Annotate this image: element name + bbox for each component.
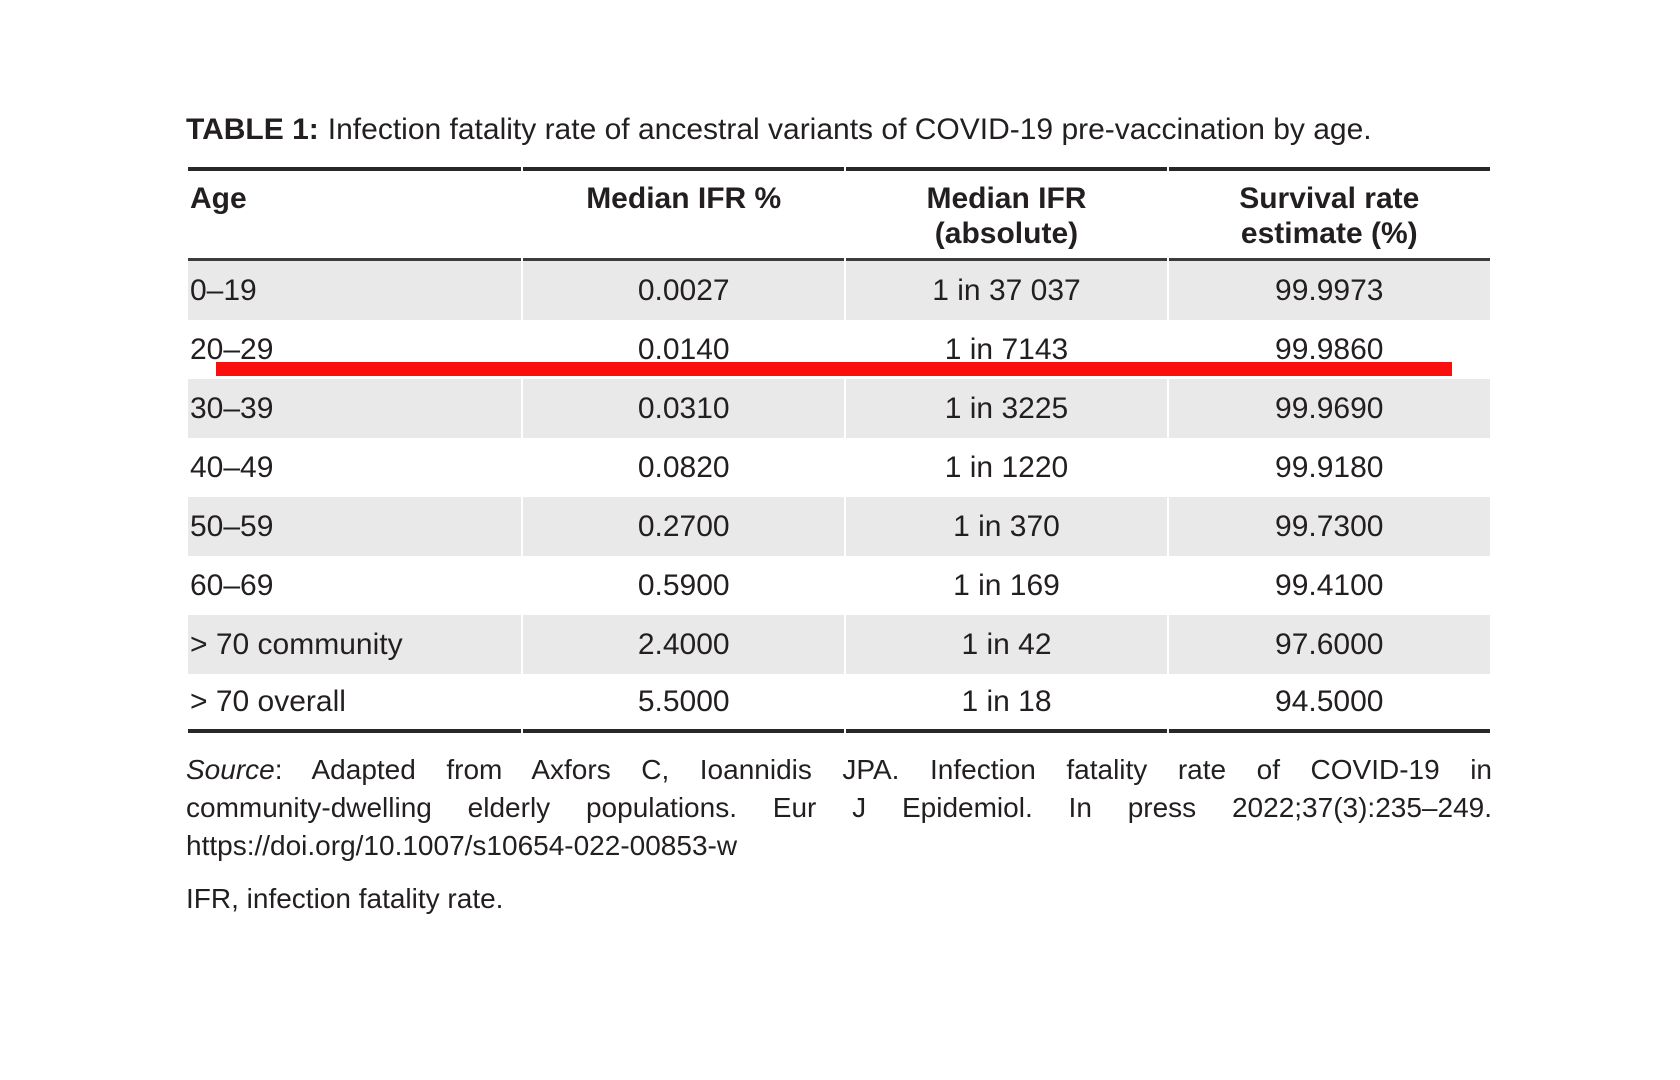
cell-age: 20–29 <box>190 332 274 366</box>
table-row-30-39: 30–39 0.0310 1 in 3225 99.9690 <box>188 379 1490 438</box>
cell-ifr-absolute: 1 in 18 <box>846 674 1167 733</box>
document-page: TABLE 1: Infection fatality rate of ances… <box>186 108 1492 917</box>
cell-ifr-absolute: 1 in 7143 <box>944 332 1069 366</box>
source-doi-url: https://doi.org/10.1007/s10654-022-00853… <box>186 830 738 861</box>
cell-survival: 99.7300 <box>1168 497 1490 556</box>
red-highlight-line <box>216 362 1452 376</box>
cell-age: 0–19 <box>188 261 521 320</box>
cell-survival: 99.9690 <box>1168 379 1490 438</box>
cell-age: 60–69 <box>190 568 274 602</box>
table-row-20-29: 20–29 0.0140 1 in 7143 99.9860 <box>188 320 1490 379</box>
cell-survival: 99.4100 <box>1275 568 1384 602</box>
cell-ifr-absolute: 1 in 42 <box>846 615 1167 674</box>
column-header-median-ifr-pct: Median IFR % <box>522 167 845 261</box>
cell-ifr-absolute: 1 in 1220 <box>944 450 1069 484</box>
ifr-table: Age Median IFR % Median IFR (absolute) S… <box>186 167 1492 733</box>
cell-survival: 94.5000 <box>1168 674 1490 733</box>
cell-ifr-pct: 0.0027 <box>522 261 845 320</box>
table-row-70-community: > 70 community 2.4000 1 in 42 97.6000 <box>188 615 1490 674</box>
cell-ifr-absolute: 1 in 370 <box>846 497 1167 556</box>
cell-age: > 70 overall <box>188 674 521 733</box>
cell-age: > 70 community <box>188 615 521 674</box>
table-row-70-overall: > 70 overall 5.5000 1 in 18 94.5000 <box>188 674 1490 733</box>
header-line: Age <box>190 182 247 215</box>
cell-survival: 99.9180 <box>1275 450 1384 484</box>
table-caption: TABLE 1: Infection fatality rate of ances… <box>186 108 1492 151</box>
column-header-survival-rate: Survival rate estimate (%) <box>1168 167 1490 261</box>
cell-ifr-absolute: 1 in 37 037 <box>846 261 1167 320</box>
source-note: Source: Adapted from Axfors C, Ioannidis… <box>186 751 1492 865</box>
source-text: : Adapted from Axfors C, Ioannidis JPA. … <box>274 754 1492 785</box>
cell-ifr-absolute: 1 in 169 <box>953 568 1060 602</box>
table-row-50-59: 50–59 0.2700 1 in 370 99.7300 <box>188 497 1490 556</box>
cell-ifr-pct: 5.5000 <box>522 674 845 733</box>
source-label: Source <box>186 754 275 785</box>
cell-survival: 97.6000 <box>1168 615 1490 674</box>
cell-survival: 99.9860 <box>1275 332 1384 366</box>
table-caption-text: Infection fatality rate of ancestral var… <box>327 113 1372 146</box>
cell-age: 50–59 <box>188 497 521 556</box>
column-header-age: Age <box>188 167 521 261</box>
source-line: community-dwelling elderly populations. … <box>186 792 1492 823</box>
cell-ifr-pct: 0.0140 <box>637 332 730 366</box>
cell-ifr-pct: 2.4000 <box>522 615 845 674</box>
header-line: estimate (%) <box>1240 217 1418 250</box>
header-line: Survival rate <box>1239 182 1420 215</box>
column-header-median-ifr-absolute: Median IFR (absolute) <box>846 167 1167 261</box>
cell-ifr-pct: 0.5900 <box>637 568 730 602</box>
header-row: Age Median IFR % Median IFR (absolute) S… <box>188 167 1490 261</box>
table-row-60-69: 60–69 0.5900 1 in 169 99.4100 <box>188 556 1490 615</box>
header-line: Median IFR % <box>586 182 782 215</box>
cell-ifr-absolute: 1 in 3225 <box>846 379 1167 438</box>
cell-age: 30–39 <box>188 379 521 438</box>
table-row-40-49: 40–49 0.0820 1 in 1220 99.9180 <box>188 438 1490 497</box>
header-line: (absolute) <box>934 217 1079 250</box>
source-line: Source: Adapted from Axfors C, Ioannidis… <box>186 751 1492 789</box>
cell-ifr-pct: 0.0820 <box>637 450 730 484</box>
cell-age: 40–49 <box>190 450 274 484</box>
cell-ifr-pct: 0.0310 <box>522 379 845 438</box>
cell-survival: 99.9973 <box>1168 261 1490 320</box>
footnote-ifr: IFR, infection fatality rate. <box>186 883 504 914</box>
table-row-0-19: 0–19 0.0027 1 in 37 037 99.9973 <box>188 261 1490 320</box>
table-caption-label: TABLE 1: <box>186 113 319 146</box>
cell-ifr-pct: 0.2700 <box>522 497 845 556</box>
header-line: Median IFR <box>926 182 1087 215</box>
